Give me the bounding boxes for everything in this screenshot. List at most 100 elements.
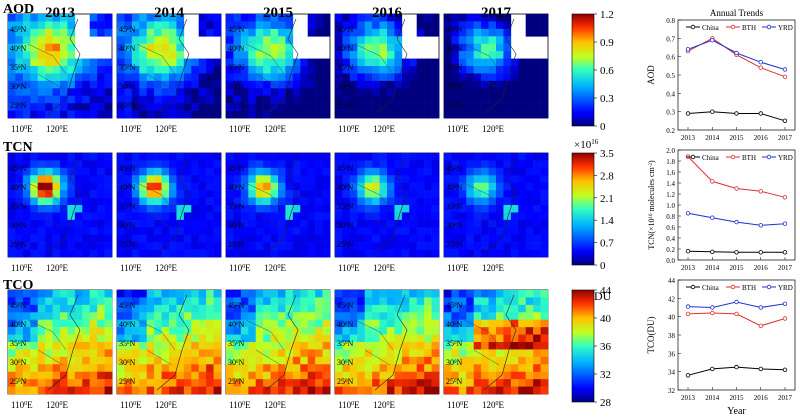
map-cell [191, 304, 200, 313]
map-cell [131, 153, 140, 161]
map-cell [161, 212, 170, 221]
map-cell [335, 88, 343, 97]
map-cell [183, 160, 192, 169]
map-cell [161, 88, 170, 97]
degree-mark: 0 [236, 341, 239, 346]
map-cell [74, 103, 83, 111]
map-cell [525, 319, 534, 328]
degree-mark: 0 [496, 264, 499, 270]
lon-label: 1200E [46, 400, 69, 410]
degree-mark: 0 [236, 322, 239, 327]
map-cell [67, 290, 76, 298]
map-cell [263, 386, 271, 395]
map-cell [60, 73, 68, 82]
map-cell [226, 249, 234, 258]
map-cell [416, 73, 425, 82]
map-cell [307, 304, 316, 313]
map-cell [357, 190, 366, 198]
map-cell [496, 212, 504, 221]
map-cell [255, 182, 264, 191]
map-cell [315, 249, 323, 258]
map-cell [176, 175, 185, 184]
map-cell [357, 249, 366, 258]
map-cell [146, 43, 155, 52]
map-cell [176, 110, 185, 119]
map-cell [379, 28, 388, 37]
map-cell [496, 386, 504, 395]
lat-suffix: N [457, 44, 463, 53]
map-cell [533, 356, 541, 365]
map-cell [176, 160, 185, 169]
map-cell [191, 356, 200, 365]
map-cell [74, 88, 83, 97]
map-cell [451, 334, 460, 343]
map-cell [97, 160, 105, 169]
map-cell [97, 227, 105, 236]
map-cell [124, 386, 133, 395]
map-cell [183, 73, 192, 82]
map-cell [154, 242, 162, 250]
map-cell [444, 110, 452, 119]
map-cell [466, 175, 475, 184]
map-cell [15, 312, 24, 321]
map-cell [124, 95, 133, 104]
map-cell [473, 327, 482, 335]
y-tick-label: 32 [668, 387, 676, 395]
map-cell [60, 182, 68, 191]
map-cell [372, 190, 380, 198]
data-point-yrd [758, 223, 763, 228]
colorbars: 1.20.90.60.303.52.82.11.40.704440363228×… [571, 9, 614, 409]
map-cell [74, 212, 83, 221]
map-cell [124, 182, 133, 191]
map-cell [255, 290, 264, 298]
map-cell [117, 95, 125, 104]
map-cell [540, 371, 549, 380]
map-cell [503, 51, 512, 59]
lat-suffix: N [21, 240, 27, 249]
map-cell [52, 319, 61, 328]
map-cell [37, 167, 46, 176]
map-cell [387, 182, 395, 191]
lat-label: 300N [10, 358, 27, 367]
map-cell [233, 160, 242, 169]
map-cell [263, 103, 271, 111]
lon-label: 1200E [155, 124, 178, 134]
map-cell [117, 249, 125, 258]
map-cell [104, 379, 113, 387]
map-cell [451, 290, 460, 298]
degree-mark: 0 [345, 204, 348, 209]
map-cell [394, 349, 403, 358]
map-cell [335, 153, 343, 161]
map-cell [473, 80, 482, 89]
map-cell [37, 349, 46, 358]
map-cell [285, 371, 294, 380]
map-cell [510, 227, 519, 236]
lat-suffix: N [457, 164, 463, 173]
map-cell [394, 304, 403, 313]
y-tick-label: 42 [668, 295, 676, 303]
map-cell [117, 342, 125, 350]
map-cell [89, 379, 98, 387]
map-cell [263, 110, 271, 119]
map-cell [292, 290, 301, 298]
map-cell [30, 312, 39, 321]
map-cell [364, 21, 373, 30]
map-cell [139, 160, 148, 169]
map-cell [67, 227, 76, 236]
map-cell [22, 227, 31, 236]
map-cell [37, 43, 46, 52]
map-cell [401, 95, 410, 104]
map-cell [169, 58, 177, 67]
map-cell [139, 364, 148, 373]
map-cell [248, 190, 257, 198]
map-cell [444, 312, 452, 321]
map-cell [213, 88, 222, 97]
map-cell [117, 175, 125, 184]
lat-suffix: N [239, 44, 245, 53]
map-cell [176, 51, 185, 59]
lat-suffix: N [457, 301, 463, 310]
degree-mark: 0 [236, 185, 239, 190]
map-cell [37, 342, 46, 350]
lat-suffix: N [348, 82, 354, 91]
map-cell [473, 234, 482, 243]
